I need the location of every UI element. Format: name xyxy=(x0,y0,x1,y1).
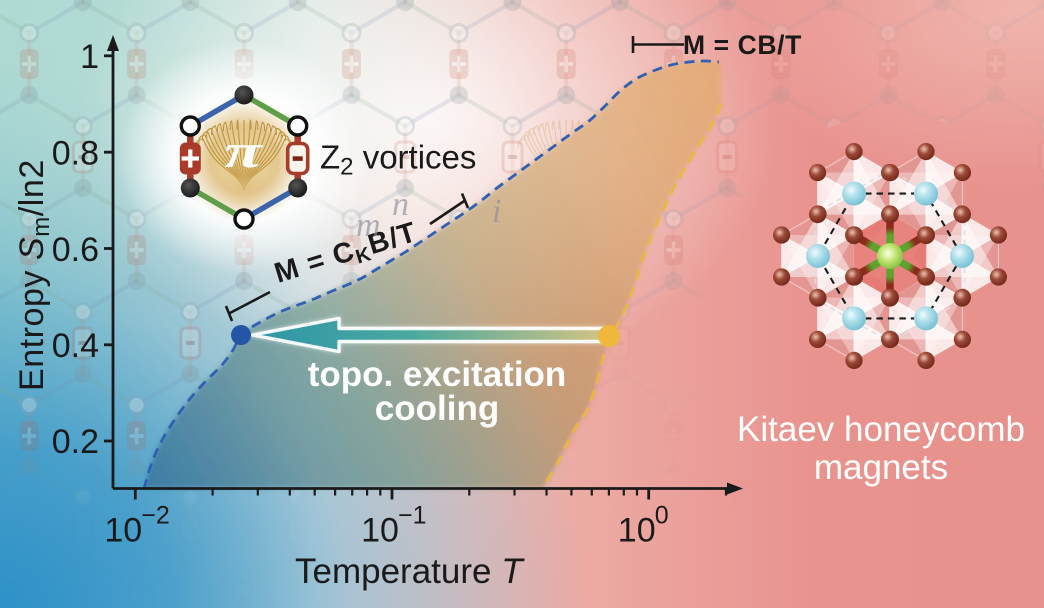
svg-text:0.2: 0.2 xyxy=(52,423,99,461)
svg-text:π: π xyxy=(224,124,263,178)
svg-text:−1: −1 xyxy=(398,502,427,530)
svg-text:m: m xyxy=(356,207,381,244)
svg-text:10: 10 xyxy=(618,512,656,550)
svg-text:Entropy Sm/ln2: Entropy Sm/ln2 xyxy=(13,159,55,391)
svg-text:topo. excitation: topo. excitation xyxy=(308,355,567,394)
svg-text:n: n xyxy=(392,186,409,223)
svg-text:Z2 vortices: Z2 vortices xyxy=(320,139,476,181)
svg-text:Kitaev honeycomb: Kitaev honeycomb xyxy=(737,410,1025,449)
svg-text:cooling: cooling xyxy=(375,389,499,428)
svg-text:10: 10 xyxy=(104,512,142,550)
svg-text:0: 0 xyxy=(655,502,669,530)
svg-text:0.6: 0.6 xyxy=(52,231,99,269)
svg-text:Temperature T: Temperature T xyxy=(295,552,525,591)
svg-text:0.8: 0.8 xyxy=(52,135,99,173)
svg-text:0.4: 0.4 xyxy=(52,327,99,365)
svg-text:magnets: magnets xyxy=(814,448,948,487)
svg-text:i: i xyxy=(492,193,501,230)
svg-text:10: 10 xyxy=(361,512,399,550)
svg-text:1: 1 xyxy=(80,38,99,76)
svg-text:−2: −2 xyxy=(141,502,170,530)
svg-text:M = CB/T: M = CB/T xyxy=(683,30,802,60)
